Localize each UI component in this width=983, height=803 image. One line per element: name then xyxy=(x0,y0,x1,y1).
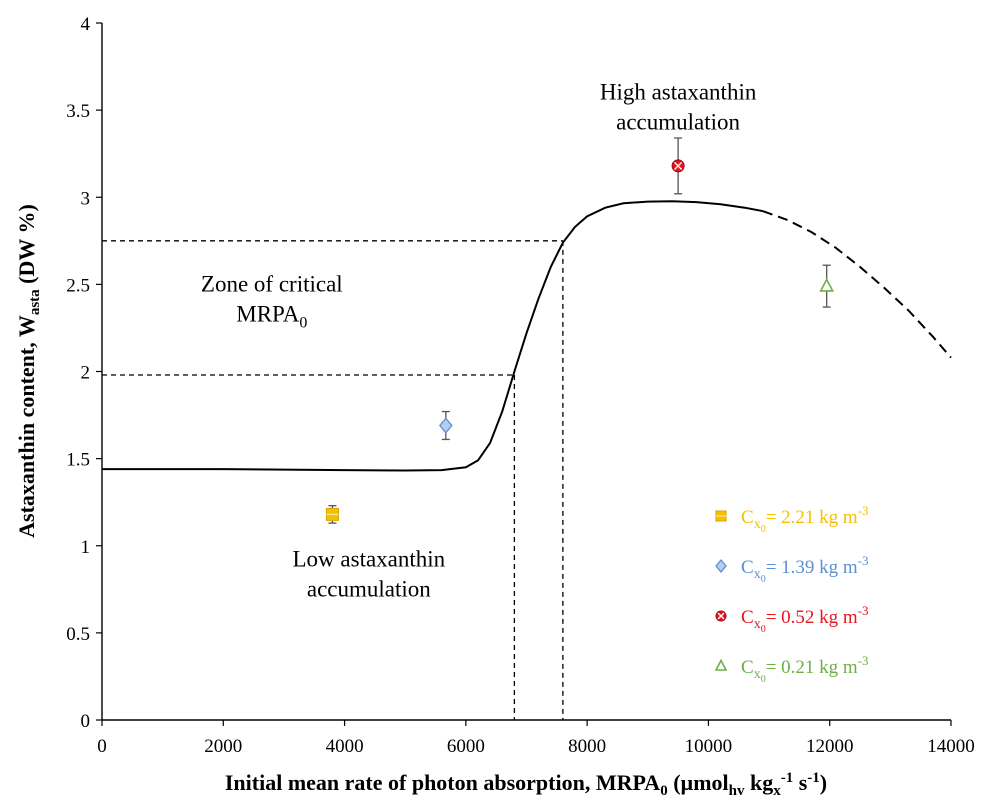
legend-item: Cx0= 0.21 kg m-3 xyxy=(714,653,869,685)
x-tick-label: 6000 xyxy=(447,736,485,757)
reference-lines xyxy=(102,240,564,720)
legend-item: Cx0= 0.52 kg m-3 xyxy=(715,603,869,635)
x-tick-label: 8000 xyxy=(568,736,606,757)
legend-label: Cx0= 2.21 kg m-3 xyxy=(741,503,869,535)
x-tick-label: 4000 xyxy=(326,736,364,757)
x-tick-label: 10000 xyxy=(685,736,733,757)
data-point-triangle xyxy=(819,277,835,292)
x-tick-label: 14000 xyxy=(927,736,975,757)
x-axis-title: Initial mean rate of photon absorption, … xyxy=(225,770,827,799)
data-point-square xyxy=(325,507,339,521)
legend-marker-circle-x xyxy=(715,610,727,622)
legend-item: Cx0= 1.39 kg m-3 xyxy=(715,553,869,585)
data-point-circle-x xyxy=(671,159,685,173)
trend-line-solid xyxy=(102,200,764,472)
x-tick-label: 12000 xyxy=(806,736,854,757)
data-points xyxy=(325,137,835,524)
legend-item: Cx0= 2.21 kg m-3 xyxy=(715,503,869,535)
trend-layer xyxy=(102,200,952,472)
legend-marker-diamond xyxy=(715,558,727,574)
y-tick-label: 1.5 xyxy=(66,450,90,471)
y-tick-label: 4 xyxy=(81,14,91,35)
trend-line-dashed xyxy=(762,210,952,359)
y-tick-label: 1 xyxy=(81,537,91,558)
annotation: Low astaxanthin accumulation xyxy=(293,547,446,602)
x-tick-label: 2000 xyxy=(204,736,242,757)
y-tick-label: 3 xyxy=(81,188,91,209)
y-tick-label: 3.5 xyxy=(66,101,90,122)
legend-label: Cx0= 0.52 kg m-3 xyxy=(741,603,869,635)
legend-marker-square xyxy=(715,510,727,522)
legend-label: Cx0= 0.21 kg m-3 xyxy=(741,653,869,685)
x-tick-label: 0 xyxy=(97,736,107,757)
ticks: 0 2000 4000 6000 8000 10000 12000 14000 0 0.5 1 1.5… xyxy=(66,14,975,757)
y-tick-label: 2.5 xyxy=(66,275,90,296)
annotation: High astaxanthin accumulation xyxy=(600,80,757,135)
data-point-diamond xyxy=(438,417,453,434)
annotation: Zone of critical MRPA0 xyxy=(201,271,343,331)
y-tick-label: 2 xyxy=(81,363,91,384)
y-tick-label: 0 xyxy=(81,711,91,732)
annotations: High astaxanthin accumulation Zone of crit… xyxy=(201,80,757,602)
y-tick-label: 0.5 xyxy=(66,624,90,645)
legend-label: Cx0= 1.39 kg m-3 xyxy=(741,553,869,585)
legend-marker-triangle xyxy=(714,658,728,671)
legend: Cx0= 2.21 kg m-3 Cx0= 1.39 kg m-3 Cx0= 0.5… xyxy=(714,503,869,685)
y-axis-title: Astaxanthin content, Wasta (DW %) xyxy=(14,204,43,538)
